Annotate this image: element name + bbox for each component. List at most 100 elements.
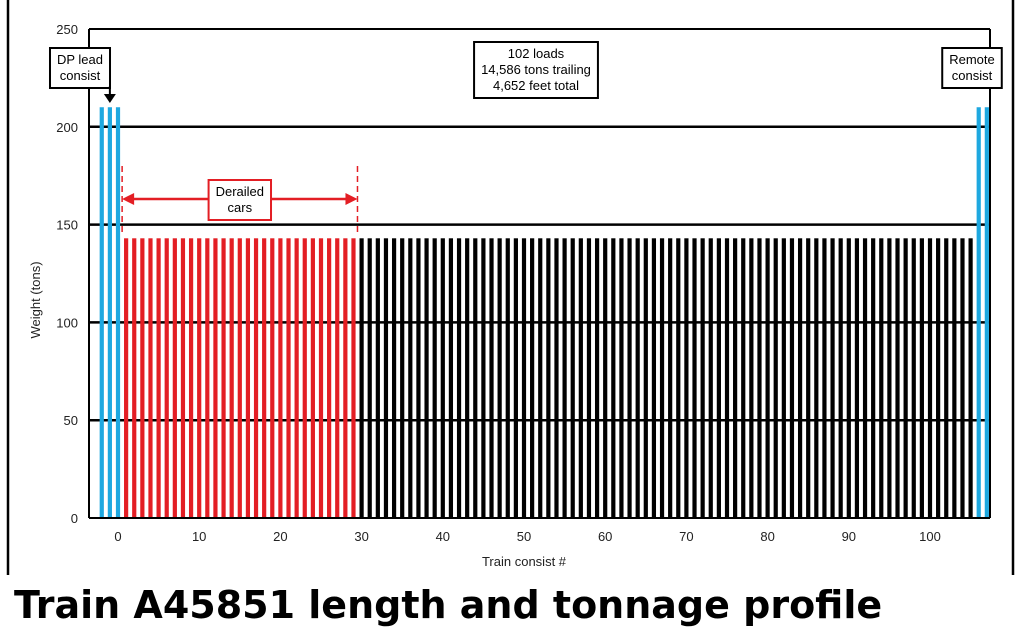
x-tick-100: 100 — [919, 529, 941, 544]
bar-85 — [806, 238, 811, 519]
bar-53 — [546, 238, 551, 519]
bar-74 — [716, 238, 721, 519]
y-tick-150: 150 — [56, 218, 78, 233]
x-tick-40: 40 — [436, 529, 450, 544]
bar-63 — [627, 238, 632, 519]
bar-93 — [871, 238, 876, 519]
bar-99 — [919, 238, 924, 519]
bar-27 — [335, 238, 340, 519]
summary-label-line-3: 4,652 feet total — [493, 78, 579, 93]
bar-39 — [432, 238, 437, 519]
bar-55 — [562, 238, 567, 519]
bar-49 — [513, 238, 518, 519]
bar-7 — [172, 238, 177, 519]
bar-56 — [570, 238, 575, 519]
bar-102 — [944, 238, 949, 519]
x-axis-title: Train consist # — [482, 554, 567, 569]
bar-59 — [594, 238, 600, 519]
bar-104 — [960, 238, 965, 519]
bar-45 — [481, 238, 486, 519]
bar-44 — [473, 238, 478, 519]
bar-80 — [765, 238, 770, 519]
derailed-label-line-1: Derailed — [216, 184, 264, 199]
bar-96 — [895, 238, 900, 519]
bar-9 — [188, 238, 194, 519]
bar-61 — [611, 238, 616, 519]
bar-25 — [318, 238, 324, 519]
bar-57 — [578, 238, 583, 519]
bar-38 — [424, 238, 429, 519]
x-tick-30: 30 — [354, 529, 368, 544]
summary-label-frame — [473, 41, 599, 99]
bar-13 — [221, 238, 226, 519]
bar-100 — [927, 238, 933, 519]
remote-label-frame — [941, 47, 1003, 89]
dp-lead-label-line-1: DP lead — [57, 52, 103, 67]
remote-label-line-2: consist — [952, 68, 993, 83]
bar-22 — [294, 238, 299, 519]
bar-11 — [205, 238, 210, 519]
bar-3 — [140, 238, 145, 519]
bar-65 — [643, 238, 648, 519]
dp-lead-arrow-head — [103, 94, 116, 103]
bar-107 — [984, 107, 989, 519]
bar-15 — [237, 238, 242, 519]
bar-79 — [757, 238, 762, 519]
bar-69 — [676, 238, 681, 519]
y-tick-0: 0 — [71, 511, 78, 526]
bar-50 — [521, 238, 527, 519]
bar-40 — [440, 238, 445, 519]
bar-14 — [229, 238, 234, 519]
bar-86 — [814, 238, 819, 519]
bar-73 — [708, 238, 713, 519]
bar-92 — [862, 238, 868, 519]
bar-41 — [448, 238, 454, 519]
chart-caption: Train A45851 length and tonnage profile — [14, 583, 883, 627]
bar--1 — [107, 107, 112, 519]
x-tick-90: 90 — [842, 529, 856, 544]
bar-5 — [156, 238, 161, 519]
bar-2 — [132, 238, 137, 519]
bar-47 — [497, 238, 502, 519]
bar-54 — [554, 238, 559, 519]
bar-75 — [724, 238, 730, 519]
bar-81 — [773, 238, 778, 519]
summary-label-line-2: 14,586 tons trailing — [481, 62, 591, 77]
bar-51 — [530, 238, 535, 519]
bar-67 — [659, 238, 665, 519]
bar-8 — [180, 238, 186, 519]
bar--2 — [99, 107, 104, 519]
derailed-arrow-right — [345, 193, 358, 205]
x-tick-50: 50 — [517, 529, 531, 544]
bar-94 — [879, 238, 884, 519]
bar-52 — [538, 238, 543, 519]
bar-12 — [213, 238, 218, 519]
x-tick-10: 10 — [192, 529, 206, 544]
bar-19 — [270, 238, 275, 519]
tick-labels: 0 50 100 150 200 250 0 10 20 30 40 50 60 70 80 90 100 — [56, 22, 941, 544]
x-tick-20: 20 — [273, 529, 287, 544]
tonnage-chart: 0 50 100 150 200 250 0 10 20 30 40 50 60 70 80 90 100 DP… — [6, 0, 1015, 575]
bar-35 — [400, 238, 405, 519]
bar-42 — [456, 238, 462, 519]
bar-21 — [286, 238, 291, 519]
bar-97 — [903, 238, 908, 519]
bar-83 — [789, 238, 795, 519]
y-tick-200: 200 — [56, 120, 78, 135]
bar-95 — [887, 238, 892, 519]
bar-87 — [822, 238, 827, 519]
bar-29 — [351, 238, 356, 519]
bar-64 — [635, 238, 640, 519]
bar-10 — [197, 238, 202, 519]
bars — [99, 107, 989, 519]
bar-6 — [164, 238, 169, 519]
frame — [6, 0, 1015, 575]
derailed-label-frame — [207, 179, 273, 221]
bar-76 — [733, 238, 738, 519]
bar-60 — [603, 238, 608, 519]
bar-48 — [505, 238, 510, 519]
bar-89 — [838, 238, 843, 519]
bar-16 — [245, 238, 251, 519]
